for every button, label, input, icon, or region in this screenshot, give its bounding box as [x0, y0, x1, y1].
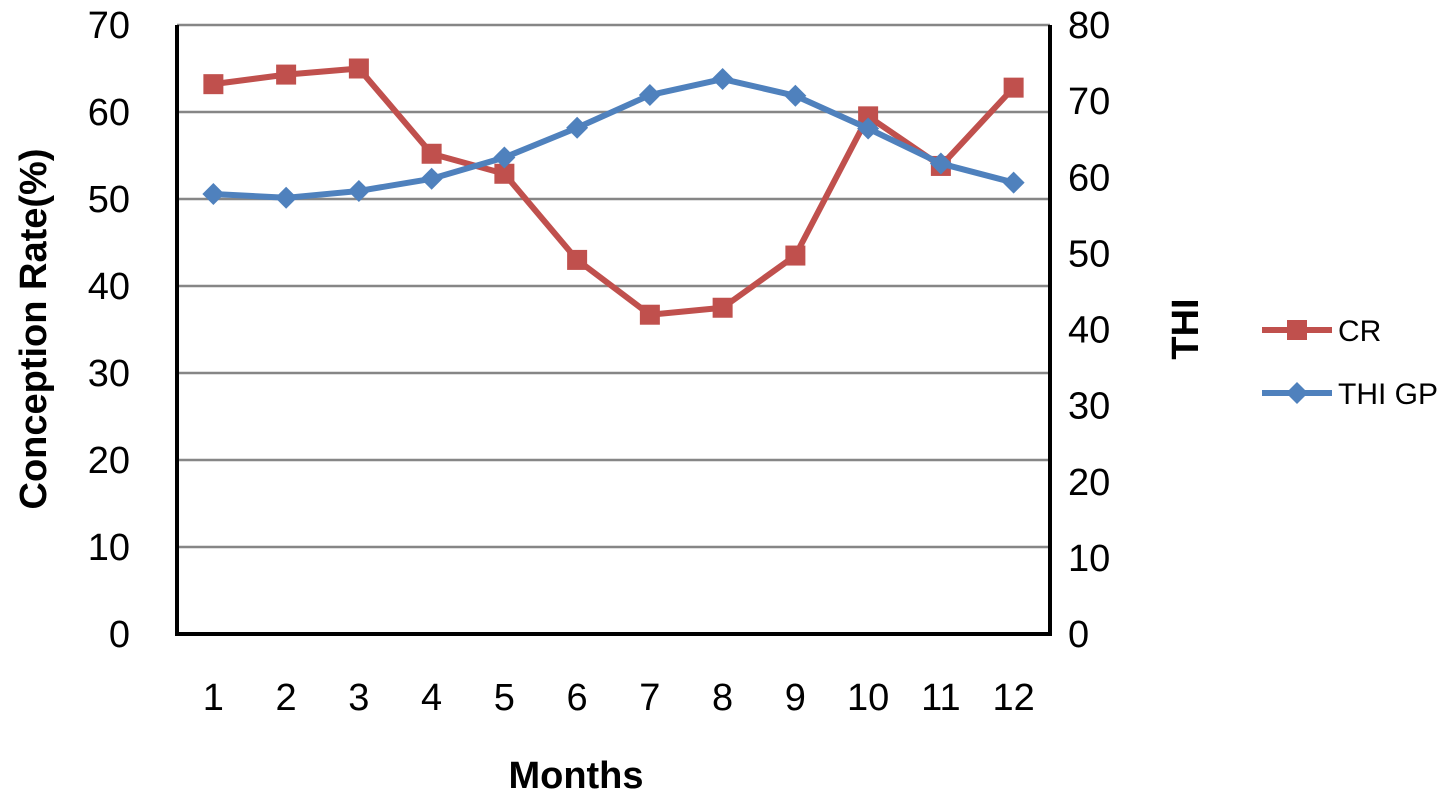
legend: CR THI GP [1262, 315, 1438, 411]
thi-gp-point [857, 117, 880, 140]
y2-tick-label: 50 [1068, 233, 1110, 275]
y2-tick-label: 60 [1068, 157, 1110, 199]
cr-line [212, 65, 1016, 318]
series-thi-gp [202, 68, 1025, 209]
thi-gp-point [638, 84, 661, 107]
thi-gp-point [784, 84, 807, 107]
y-tick-label: 10 [88, 527, 130, 569]
y-tick-label: 0 [109, 614, 130, 656]
y-tick-label: 70 [88, 5, 130, 47]
cr-point [276, 64, 297, 85]
y2-tick-label: 70 [1068, 81, 1110, 123]
y2-tick-label: 80 [1068, 5, 1110, 47]
cr-point [348, 58, 369, 79]
axes [175, 25, 1052, 636]
thi-gp-point [275, 186, 298, 209]
y2-tick-label: 0 [1068, 614, 1089, 656]
x-tick-label: 11 [921, 677, 960, 719]
x-tick-label: 2 [276, 677, 297, 719]
thi-gp-point [1002, 171, 1025, 194]
thi-gp-line [213, 76, 1015, 201]
x-tick-label: 10 [847, 677, 889, 719]
x-tick-label: 9 [785, 677, 806, 719]
thi-gp-point [347, 179, 370, 202]
thi-gp-point [202, 182, 225, 205]
cr-point [639, 304, 660, 325]
y2-axis-title: THI [1165, 298, 1207, 359]
legend-item-thi-gp: THI GP [1262, 378, 1438, 411]
x-tick-label: 5 [494, 677, 515, 719]
cr-point [712, 297, 733, 318]
x-tick-label: 8 [712, 677, 733, 719]
y-tick-label: 20 [88, 440, 130, 482]
legend-item-cr: CR [1262, 315, 1381, 348]
cr-point [1287, 320, 1307, 340]
cr-point [494, 163, 515, 184]
y-tick-label: 40 [88, 266, 130, 308]
y2-tick-label: 30 [1068, 386, 1110, 428]
y-tick-label: 50 [88, 179, 130, 221]
legend-label: CR [1338, 315, 1381, 348]
y2-tick-label: 20 [1068, 462, 1110, 504]
x-tick-label: 7 [639, 677, 660, 719]
x-tick-label: 3 [348, 677, 369, 719]
thi-gp-point [1286, 382, 1308, 404]
thi-gp-point [566, 116, 589, 139]
x-tick-label: 4 [421, 677, 442, 719]
x-tick-label: 12 [992, 677, 1034, 719]
thi-gp-point [420, 167, 443, 190]
y-axis-title: Conception Rate(%) [13, 149, 55, 510]
cr-point [567, 249, 588, 270]
cr-point [203, 74, 224, 95]
x-tick-label: 1 [203, 677, 224, 719]
cr-point [1003, 77, 1024, 98]
legend-label: THI GP [1338, 378, 1438, 411]
x-axis-title: Months [508, 755, 643, 797]
x-tick-label: 6 [567, 677, 588, 719]
thi-gp-point [711, 68, 734, 91]
y-tick-label: 60 [88, 92, 130, 134]
series-layer [202, 58, 1025, 325]
y-tick-label: 30 [88, 353, 130, 395]
y2-tick-label: 10 [1068, 538, 1110, 580]
series-cr [203, 58, 1024, 325]
cr-point [785, 245, 806, 266]
cr-point [858, 106, 879, 127]
y2-tick-label: 40 [1068, 310, 1110, 352]
cr-point [421, 143, 442, 164]
thi-gp-point [493, 146, 516, 169]
thi-gp-point [929, 152, 952, 175]
